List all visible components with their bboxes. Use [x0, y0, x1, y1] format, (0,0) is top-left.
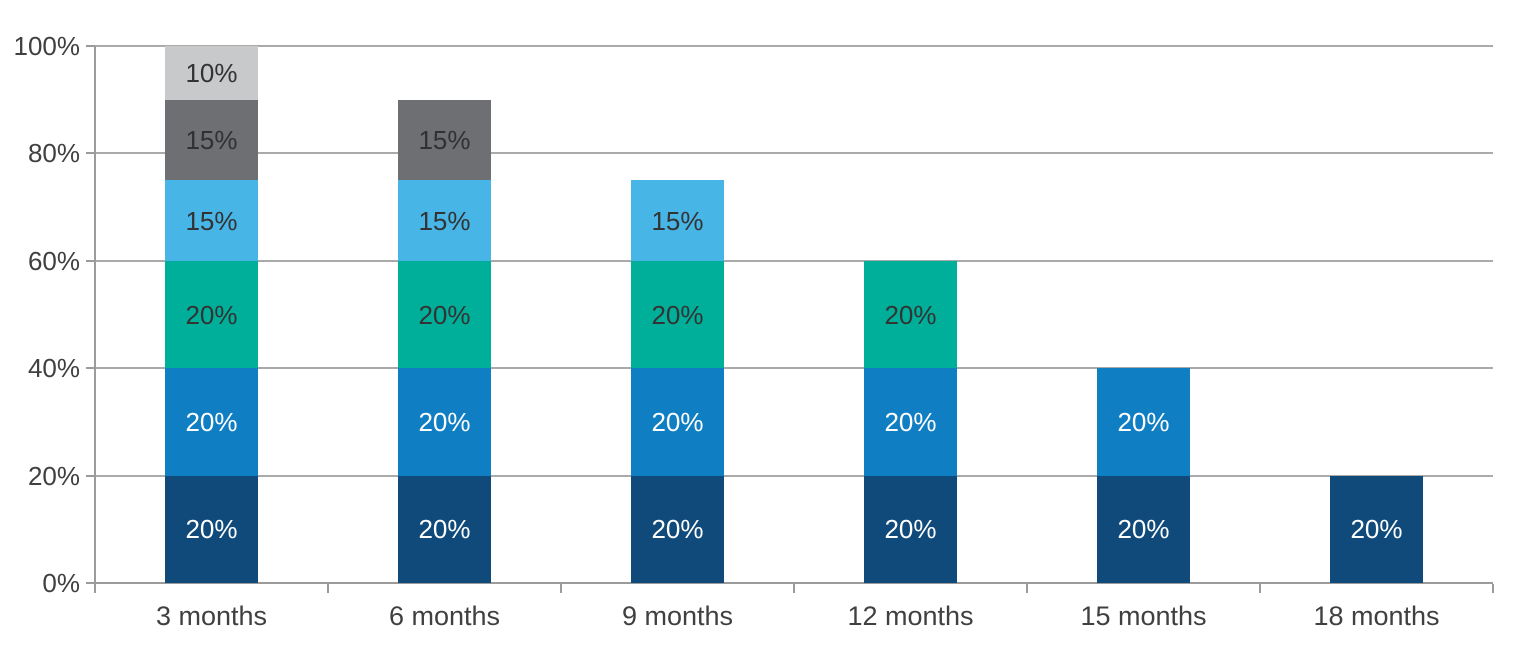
gridline [95, 367, 1493, 370]
y-axis-tick [86, 367, 95, 370]
bar-segment-label: 20% [185, 299, 238, 330]
bar-segment-label: 20% [418, 406, 471, 437]
x-axis-label: 12 months [847, 601, 974, 631]
bar-segment: 15% [398, 180, 491, 261]
y-axis-tick [86, 259, 95, 262]
bar-12-months: 20% 20% 20% [864, 260, 957, 583]
y-axis-label: 100% [13, 31, 81, 61]
bar-segment: 20% [631, 475, 724, 583]
bar-segment-label: 20% [1117, 514, 1170, 545]
bar-3-months: 20% 20% 20% 15% 15% 10% [165, 46, 258, 583]
bar-segment: 20% [631, 260, 724, 369]
y-axis-line [94, 46, 96, 585]
bar-segment-label: 20% [884, 514, 937, 545]
x-axis-tick [94, 584, 96, 593]
x-axis-tick [327, 584, 329, 593]
bar-15-months: 20% 20% [1097, 368, 1190, 583]
bar-segment-label: 20% [1350, 514, 1403, 545]
bar-segment-label: 20% [185, 406, 238, 437]
bar-segment-label: 20% [418, 514, 471, 545]
y-axis-label: 60% [27, 245, 80, 276]
bar-segment: 20% [398, 368, 491, 476]
y-axis-tick [86, 474, 95, 477]
y-axis-label: 0% [42, 568, 80, 598]
bar-segment: 20% [1097, 368, 1190, 476]
y-axis-tick [86, 582, 95, 584]
bar-segment-label: 10% [185, 57, 238, 88]
bar-segment: 15% [165, 99, 258, 181]
y-axis-label: 80% [27, 138, 80, 169]
bar-segment: 20% [631, 368, 724, 476]
bar-segment-label: 20% [651, 514, 704, 545]
x-axis-label: 6 months [388, 601, 501, 631]
bar-segment: 20% [165, 368, 258, 476]
x-axis-tick [793, 584, 795, 593]
bar-18-months: 20% [1330, 475, 1423, 583]
bar-segment-label: 20% [651, 406, 704, 437]
gridline [95, 45, 1493, 47]
x-axis-line [95, 582, 1493, 584]
bar-segment-label: 20% [651, 299, 704, 330]
bar-segment-label: 15% [418, 125, 471, 155]
bar-segment: 20% [864, 260, 957, 369]
bar-segment: 20% [165, 475, 258, 583]
gridline [95, 474, 1493, 477]
bar-segment: 20% [398, 475, 491, 583]
bar-segment: 15% [631, 180, 724, 261]
bar-segment: 20% [864, 475, 957, 583]
bar-segment-label: 20% [884, 406, 937, 437]
bar-segment: 20% [165, 260, 258, 369]
bar-9-months: 20% 20% 20% 15% [631, 180, 724, 583]
gridline [95, 259, 1493, 262]
x-axis-tick [1492, 584, 1494, 593]
bar-segment-label: 20% [185, 514, 238, 545]
bar-6-months: 20% 20% 20% 15% 15% [398, 99, 491, 583]
bar-segment: 10% [165, 46, 258, 100]
bar-segment: 15% [165, 180, 258, 261]
x-axis-tick [560, 584, 562, 593]
bar-segment-label: 15% [185, 125, 238, 155]
x-axis-label: 18 months [1313, 601, 1440, 631]
gridline [95, 152, 1493, 155]
x-axis-label: 9 months [621, 601, 734, 631]
y-axis-label: 20% [27, 460, 80, 491]
bar-segment-label: 20% [884, 299, 937, 330]
plot-area [95, 45, 1493, 583]
bar-segment-label: 15% [651, 205, 704, 236]
bar-segment-label: 15% [418, 205, 471, 236]
bar-segment: 20% [1097, 475, 1190, 583]
bar-segment: 20% [398, 260, 491, 369]
bar-segment-label: 15% [185, 205, 238, 236]
x-axis-label: 3 months [155, 601, 268, 631]
x-axis-label: 15 months [1080, 601, 1207, 631]
x-axis-tick [1259, 584, 1261, 593]
y-axis-tick [86, 152, 95, 155]
y-axis-label: 40% [27, 353, 80, 384]
bar-segment: 20% [864, 368, 957, 476]
bar-segment: 15% [398, 99, 491, 181]
bar-segment: 20% [1330, 475, 1423, 583]
y-axis-tick [86, 45, 95, 47]
bar-segment-label: 20% [418, 299, 471, 330]
bar-segment-label: 20% [1117, 406, 1170, 437]
x-axis-tick [1026, 584, 1028, 593]
